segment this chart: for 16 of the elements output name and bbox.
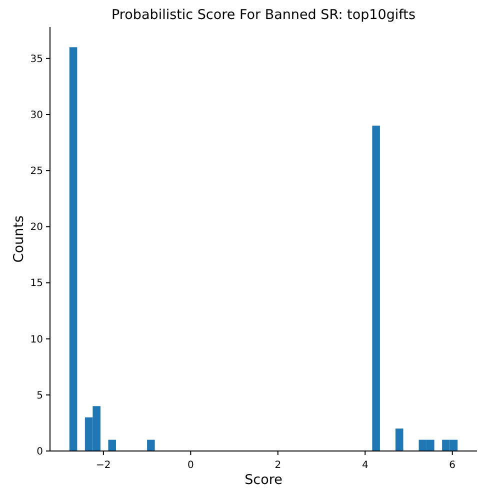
x-tick-label: 0 bbox=[187, 460, 194, 471]
y-tick-label: 10 bbox=[30, 334, 43, 346]
y-tick-label: 0 bbox=[36, 446, 43, 458]
y-tick-label: 5 bbox=[36, 390, 43, 402]
y-tick-label: 20 bbox=[30, 222, 43, 234]
y-tick-label: 30 bbox=[30, 110, 43, 121]
x-tick-label: 4 bbox=[362, 460, 368, 471]
x-tick-label: 6 bbox=[449, 460, 456, 471]
y-tick-label: 25 bbox=[30, 166, 43, 178]
x-tick-label: −2 bbox=[96, 460, 111, 471]
chart-title: Probabilistic Score For Banned SR: top10gifts bbox=[111, 7, 416, 23]
y-tick-label: 35 bbox=[30, 54, 43, 65]
y-axis-title: Counts bbox=[11, 215, 27, 263]
y-tick-label: 15 bbox=[30, 278, 43, 290]
x-axis-title: Score bbox=[244, 472, 282, 488]
x-tick-label: 2 bbox=[274, 460, 282, 471]
